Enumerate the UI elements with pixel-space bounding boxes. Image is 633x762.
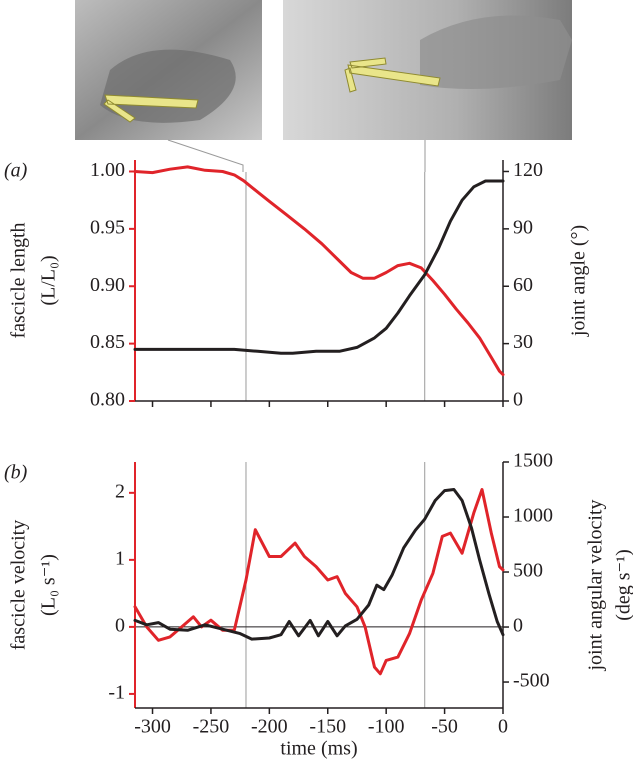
y-axis-label: fascicle velocity bbox=[8, 520, 30, 651]
y-tick-label: 0.80 bbox=[90, 389, 125, 411]
x-tick-label: -150 bbox=[309, 716, 346, 738]
y-tick-label: 1.00 bbox=[90, 159, 125, 181]
x-tick-label: -50 bbox=[431, 716, 458, 738]
y2-tick-label: 1000 bbox=[513, 505, 553, 527]
y-axis-label: (L₀ s⁻¹) bbox=[38, 554, 60, 616]
x-tick-label: -200 bbox=[251, 716, 288, 738]
y2-tick-label: 60 bbox=[513, 274, 533, 296]
y-tick-label: 0 bbox=[115, 614, 125, 636]
y-axis-label: (L/L₀) bbox=[38, 255, 60, 305]
y2-tick-label: 90 bbox=[513, 216, 533, 238]
y2-axis-label: joint angular velocity bbox=[585, 499, 607, 671]
y2-tick-label: 120 bbox=[513, 159, 543, 181]
y2-tick-label: 0 bbox=[513, 389, 523, 411]
x-tick-label: 0 bbox=[498, 716, 508, 738]
y2-axis-label: joint angle (°) bbox=[568, 225, 590, 337]
x-tick-label: -300 bbox=[134, 716, 171, 738]
x-axis-label: time (ms) bbox=[280, 738, 357, 760]
y2-axis-label: (deg s⁻¹) bbox=[613, 549, 633, 621]
photo-connector bbox=[167, 139, 244, 172]
y2-tick-label: 0 bbox=[513, 615, 523, 637]
y2-tick-label: 30 bbox=[513, 331, 533, 353]
series-line bbox=[133, 488, 505, 641]
panel-label: (b) bbox=[4, 462, 28, 484]
y-tick-label: -1 bbox=[108, 682, 125, 704]
y-axis-label: fascicle length bbox=[8, 222, 30, 338]
series-line bbox=[133, 179, 505, 355]
y2-tick-label: 1500 bbox=[513, 450, 553, 472]
y2-tick-label: -500 bbox=[513, 670, 550, 692]
y-tick-label: 0.95 bbox=[90, 216, 125, 238]
y2-tick-label: 500 bbox=[513, 560, 543, 582]
y-tick-label: 0.85 bbox=[90, 331, 125, 353]
panel-label: (a) bbox=[4, 160, 28, 182]
series-line bbox=[133, 165, 505, 377]
y-tick-label: 2 bbox=[115, 480, 125, 502]
y-tick-label: 0.90 bbox=[90, 274, 125, 296]
photo-left bbox=[75, 0, 262, 140]
photo-right bbox=[283, 0, 572, 140]
y-tick-label: 1 bbox=[115, 547, 125, 569]
x-tick-label: -250 bbox=[193, 716, 230, 738]
x-tick-label: -100 bbox=[368, 716, 405, 738]
series-line bbox=[133, 488, 505, 676]
